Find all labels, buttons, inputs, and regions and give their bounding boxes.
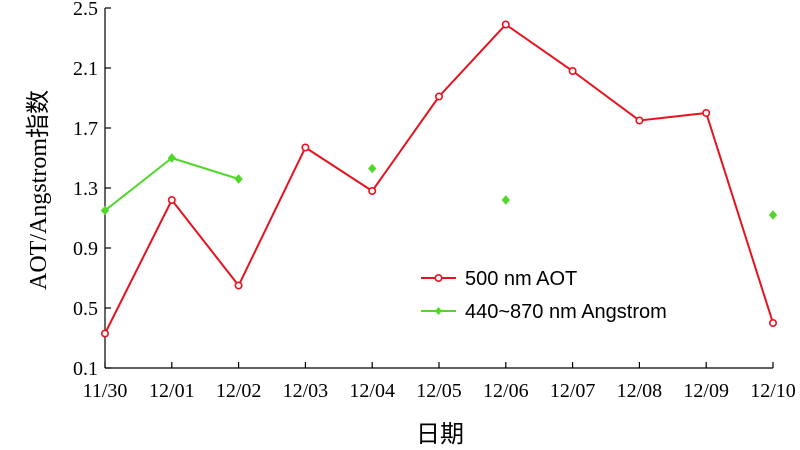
y-tick-label: 1.7 (73, 118, 98, 140)
y-tick-label: 1.3 (73, 178, 98, 200)
y-tick-label: 2.1 (73, 58, 98, 80)
data-point (501, 20, 510, 29)
x-tick-label: 12/06 (483, 380, 529, 402)
legend-marker (434, 273, 443, 282)
data-point (568, 67, 577, 76)
legend: 500 nm AOT 440~870 nm Angstrom (421, 268, 667, 323)
data-point (501, 195, 510, 205)
y-tick-label: 2.5 (73, 0, 98, 20)
data-point (100, 205, 110, 216)
data-point (167, 153, 176, 163)
x-tick-label: 12/01 (149, 380, 195, 402)
legend-label: 500 nm AOT (465, 268, 577, 290)
x-tick-label: 12/07 (550, 380, 596, 402)
y-tick-label: 0.9 (73, 238, 98, 260)
x-tick-label: 12/09 (683, 380, 729, 402)
data-point (768, 210, 778, 220)
data-point (167, 196, 176, 205)
y-tick-label: 0.1 (73, 358, 98, 380)
series-1 (101, 20, 777, 338)
x-tick-label: 12/08 (617, 380, 663, 402)
x-axis-title: 日期 (416, 422, 464, 448)
data-point (702, 109, 711, 118)
data-point (368, 187, 377, 196)
data-point (768, 318, 777, 327)
data-point (301, 143, 310, 152)
x-tick-label: 12/05 (416, 380, 462, 402)
axes: 0.1 0.5 0.9 1.3 1.7 2.1 2.5 11/30 12/01 12/02 12/0… (73, 0, 796, 402)
x-tick-label: 11/30 (83, 380, 128, 402)
data-point (101, 329, 110, 338)
data-point (234, 174, 243, 184)
data-point (434, 92, 443, 101)
x-tick-label: 12/03 (283, 380, 329, 402)
series-layer (100, 20, 778, 338)
y-tick-label: 0.5 (73, 298, 98, 320)
x-tick-label: 12/02 (216, 380, 262, 402)
series-line (104, 23, 774, 334)
data-point (234, 281, 243, 290)
legend-marker (435, 307, 442, 315)
x-tick-label: 12/10 (750, 380, 796, 402)
series-2 (100, 153, 778, 220)
legend-label: 440~870 nm Angstrom (465, 301, 667, 323)
y-axis-title: AOT/Angstrom指数 (25, 90, 52, 290)
data-point (368, 163, 377, 174)
data-point (635, 116, 644, 125)
x-tick-label: 12/04 (349, 380, 395, 402)
